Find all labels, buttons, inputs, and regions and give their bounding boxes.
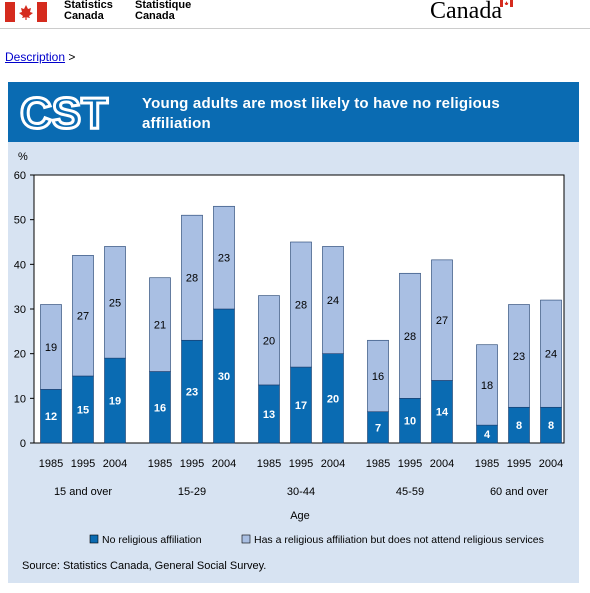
data-label-affiliation-no-attend: 20	[263, 335, 275, 347]
bar-affiliation-no-attend	[104, 246, 126, 359]
site-header: Statistics Canada Statistique Canada Can…	[0, 0, 590, 34]
title-banner: CST Young adults are most likely to have…	[8, 82, 579, 142]
signature-line: Statistique	[135, 0, 192, 11]
header-divider	[0, 28, 590, 29]
y-tick-label: 50	[14, 215, 26, 227]
data-label-affiliation-no-attend: 23	[218, 253, 230, 265]
breadcrumb: Description >	[5, 50, 75, 64]
bar-affiliation-no-attend	[431, 259, 453, 381]
data-label-affiliation-no-attend: 27	[436, 315, 448, 327]
wordmark-flag-icon	[500, 0, 513, 7]
x-group-label: 60 and over	[490, 486, 548, 498]
y-tick-label: 0	[20, 438, 26, 450]
signature-french: Statistique Canada	[135, 0, 191, 22]
x-tick-label-year: 2004	[539, 458, 563, 470]
x-tick-label-year: 2004	[212, 458, 236, 470]
canada-wordmark: Canada	[430, 0, 502, 24]
x-axis-label: Age	[290, 510, 310, 522]
stacked-bar-chart: % 0 10 20 30 40 50 60 12 19 1985 15 27 1995 19 25 2004 15…	[14, 151, 565, 546]
y-tick-label: 30	[14, 304, 26, 316]
data-label-affiliation-no-attend: 16	[372, 371, 384, 383]
signature-line: Statistics	[64, 0, 113, 11]
bar-affiliation-no-attend	[213, 205, 235, 310]
y-tick-label: 60	[14, 170, 26, 182]
bar-affiliation-no-attend	[399, 272, 421, 399]
data-label-no-affiliation: 19	[109, 396, 121, 408]
signature-english: Statistics Canada	[64, 0, 113, 22]
y-tick-label: 10	[14, 393, 26, 405]
data-label-no-affiliation: 7	[375, 422, 381, 434]
data-label-affiliation-no-attend: 18	[481, 380, 493, 392]
data-label-affiliation-no-attend: 25	[109, 297, 121, 309]
y-axis-label: %	[18, 151, 28, 163]
x-tick-label-year: 1995	[289, 458, 313, 470]
source-note: Source: Statistics Canada, General Socia…	[22, 560, 267, 572]
data-label-no-affiliation: 15	[77, 405, 89, 417]
data-label-no-affiliation: 16	[154, 402, 166, 414]
bar-affiliation-no-attend	[258, 295, 280, 386]
chart-panel: CST Young adults are most likely to have…	[8, 82, 579, 583]
x-group-label: 15 and over	[54, 486, 112, 498]
x-tick-label-year: 1985	[148, 458, 172, 470]
cst-logo-text: CST	[20, 89, 108, 134]
data-label-no-affiliation: 8	[548, 420, 554, 432]
x-tick-label-year: 2004	[321, 458, 345, 470]
x-tick-label-year: 1995	[180, 458, 204, 470]
x-group-label: 45-59	[396, 486, 424, 498]
signature-line: Canada	[135, 10, 175, 22]
data-label-affiliation-no-attend: 19	[45, 342, 57, 354]
data-label-no-affiliation: 17	[295, 400, 307, 412]
x-tick-label-year: 1985	[39, 458, 63, 470]
x-tick-label-year: 1995	[71, 458, 95, 470]
data-label-affiliation-no-attend: 28	[295, 300, 307, 312]
y-tick-label: 20	[14, 349, 26, 361]
data-label-no-affiliation: 8	[516, 420, 522, 432]
x-tick-label-year: 1995	[507, 458, 531, 470]
x-tick-label-year: 2004	[103, 458, 127, 470]
bar-affiliation-no-attend	[508, 304, 530, 408]
data-label-no-affiliation: 14	[436, 407, 449, 419]
y-tick-label: 40	[14, 259, 26, 271]
data-label-affiliation-no-attend: 24	[327, 295, 339, 307]
data-label-no-affiliation: 12	[45, 411, 57, 423]
data-label-no-affiliation: 23	[186, 387, 198, 399]
x-tick-label-year: 1985	[366, 458, 390, 470]
data-label-affiliation-no-attend: 24	[545, 349, 557, 361]
data-label-affiliation-no-attend: 27	[77, 311, 89, 323]
data-label-affiliation-no-attend: 28	[186, 273, 198, 285]
bar-affiliation-no-attend	[476, 344, 498, 426]
breadcrumb-separator: >	[68, 50, 76, 64]
data-label-affiliation-no-attend: 23	[513, 351, 525, 363]
data-label-no-affiliation: 30	[218, 371, 230, 383]
x-group-label: 15-29	[178, 486, 206, 498]
bar-affiliation-no-attend	[367, 339, 389, 413]
data-label-affiliation-no-attend: 21	[154, 320, 166, 332]
bar-affiliation-no-attend	[72, 255, 94, 377]
bar-affiliation-no-attend	[290, 241, 312, 368]
data-label-no-affiliation: 20	[327, 393, 339, 405]
x-tick-label-year: 1985	[475, 458, 499, 470]
x-tick-label-year: 1995	[398, 458, 422, 470]
bar-affiliation-no-attend	[40, 304, 62, 390]
chart-title: Young adults are most likely to have no …	[142, 95, 500, 132]
data-label-no-affiliation: 4	[484, 429, 491, 441]
bar-affiliation-no-attend	[181, 214, 203, 341]
description-link[interactable]: Description	[5, 50, 66, 64]
legend-swatch-affiliation-no-attend	[241, 534, 251, 544]
x-tick-label-year: 2004	[430, 458, 454, 470]
data-label-no-affiliation: 13	[263, 409, 275, 421]
canada-flag-icon	[5, 2, 47, 22]
signature-line: Canada	[64, 10, 104, 22]
legend-label-affiliation-no-attend: Has a religious affiliation but does not…	[254, 534, 544, 546]
legend-swatch-no-affiliation	[89, 534, 99, 544]
x-tick-label-year: 1985	[257, 458, 281, 470]
bar-affiliation-no-attend	[149, 277, 171, 372]
bar-affiliation-no-attend	[540, 299, 562, 408]
data-label-no-affiliation: 10	[404, 416, 416, 428]
bar-affiliation-no-attend	[322, 246, 344, 354]
legend-label-no-affiliation: No religious affiliation	[102, 534, 202, 546]
data-label-affiliation-no-attend: 28	[404, 331, 416, 343]
x-group-label: 30-44	[287, 486, 315, 498]
cst-logo: CST	[19, 88, 110, 135]
